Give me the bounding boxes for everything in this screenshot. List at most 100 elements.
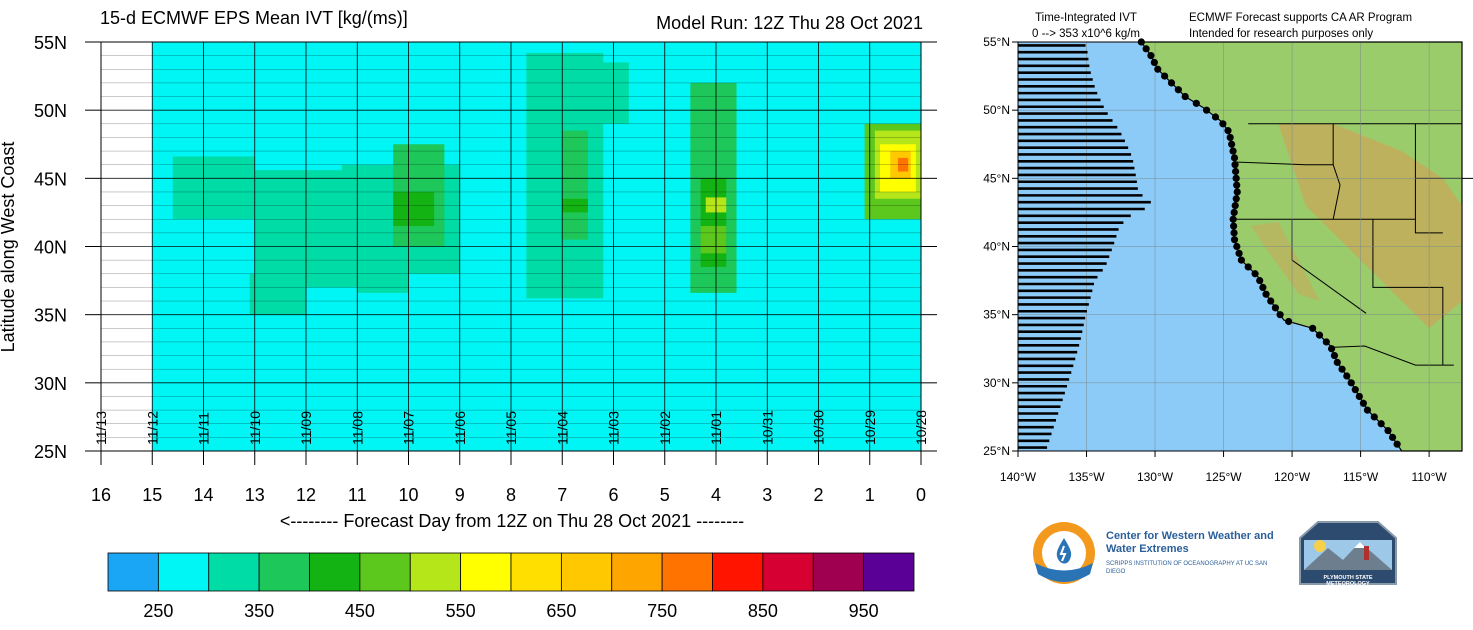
y-tick-label: 45N (34, 169, 67, 189)
colorbar-swatch (863, 552, 915, 592)
date-label: 11/02 (657, 411, 673, 445)
coast-sample-point (1315, 331, 1324, 339)
model-run-label: Model Run: 12Z Thu 28 Oct 2021 (656, 13, 923, 33)
y-tick-label: 25N (34, 442, 67, 462)
colorbar-swatch (359, 552, 411, 592)
state-border (1330, 345, 1454, 366)
coast-sample-point (1237, 256, 1245, 264)
coast-sample-point (1174, 86, 1182, 94)
ivt-feature-3 (864, 123, 921, 220)
date-label: 11/09 (298, 411, 314, 445)
coast-sample-point (1229, 215, 1237, 223)
coast-sample-point (1251, 270, 1259, 278)
date-label: 11/10 (247, 411, 263, 445)
x-tick-label: 3 (762, 485, 772, 505)
colorbar-swatch (510, 552, 562, 592)
coast-sample-point (1355, 392, 1363, 401)
state-border (1414, 123, 1443, 234)
coast-sample-point (1211, 113, 1220, 121)
plymouth-emblem-icon (1299, 521, 1397, 585)
ivt-cell (700, 226, 727, 254)
colorbar-label: 250 (143, 601, 173, 621)
cw3e-name: Center for Western Weather and Water Ext… (1106, 530, 1274, 555)
coast-sample-point (1271, 304, 1280, 312)
y-axis-label: Latitude along West Coast (0, 142, 18, 353)
coast-sample-point (1338, 365, 1346, 373)
x-tick-label: 2 (813, 485, 823, 505)
cw3e-emblem-icon (1033, 522, 1095, 584)
coast-sample-point (1231, 161, 1239, 169)
colorbar-swatch (409, 552, 462, 592)
colorbar-swatch (157, 552, 210, 592)
map-lon-label: 135°W (1068, 470, 1105, 484)
coast-sample-point (1219, 120, 1227, 128)
coast-sample-point (1333, 358, 1341, 366)
coast-sample-point (1142, 45, 1150, 53)
coast-sample-point (1384, 426, 1392, 435)
colorbar-swatch (611, 552, 663, 592)
coast-sample-point (1230, 154, 1239, 162)
coast-sample-point (1154, 65, 1162, 73)
map-lon-label: 120°W (1274, 470, 1311, 484)
sierra-highlands (1250, 221, 1320, 302)
date-label: 10/30 (811, 410, 827, 445)
coast-sample-point (1285, 317, 1293, 326)
coast-sample-point (1351, 386, 1359, 394)
coast-sample-point (1267, 297, 1275, 305)
state-border (1332, 164, 1341, 220)
coast-sample-point (1226, 133, 1234, 142)
x-axis-label: <-------- Forecast Day from 12Z on Thu 2… (280, 511, 744, 531)
coast-sample-point (1256, 276, 1264, 285)
colorbar-swatch (812, 552, 865, 592)
x-tick-label: 5 (660, 485, 670, 505)
x-tick-label: 6 (608, 485, 618, 505)
coast-sample-point (1224, 127, 1232, 135)
coast-sample-point (1359, 399, 1367, 407)
colorbar-label: 750 (647, 601, 677, 621)
map-body: 55°N 50°N 45°N 40°N 35°N 30°N 25°N 140°W 135°W 13… (983, 35, 1473, 484)
coast-sample-point (1347, 379, 1355, 387)
date-label: 11/03 (606, 411, 622, 445)
coast-sample-point (1232, 174, 1240, 182)
coast-sample-point (1233, 188, 1241, 196)
x-tick-label: 16 (91, 485, 111, 505)
ivt-cell (562, 130, 588, 240)
colorbar-swatch (107, 552, 159, 592)
coast-sample-point (1230, 222, 1238, 230)
colorbar-label: 850 (748, 601, 778, 621)
date-label: 11/06 (452, 411, 468, 445)
date-label: 11/07 (401, 411, 417, 445)
x-tick-label: 8 (506, 485, 516, 505)
coast-sample-point (1235, 249, 1243, 257)
ivt-hovmoller-chart: 15-d ECMWF EPS Mean IVT [kg/(ms)] Model … (0, 8, 937, 621)
coast-sample-point (1393, 440, 1401, 448)
x-tick-label: 9 (455, 485, 465, 505)
coast-sample-point (1276, 311, 1284, 319)
plymouth-name: PLYMOUTH STATE METEOROLOGY (1323, 575, 1373, 587)
map-lon-label: 110°W (1411, 470, 1447, 484)
date-label: 11/11 (196, 412, 212, 445)
ivt-cell (700, 178, 727, 267)
coast-sample-point (1327, 345, 1336, 353)
date-label: 11/01 (708, 411, 724, 445)
coast-sample-point (1161, 72, 1169, 80)
date-label: 11/05 (503, 411, 519, 445)
x-tick-label: 1 (865, 485, 875, 505)
ivt-cell (172, 156, 255, 220)
x-tick-label: 14 (193, 485, 213, 505)
x-tick-label: 15 (142, 485, 162, 505)
plot-frame (100, 41, 922, 452)
coast-sample-point (1230, 229, 1238, 237)
map-lon-label: 130°W (1137, 470, 1174, 484)
colorbar-swatch (258, 552, 310, 592)
highlands (1278, 123, 1462, 329)
coast-sample-point (1181, 92, 1189, 101)
coast-sample-point (1244, 263, 1252, 271)
state-border (1234, 123, 1334, 166)
x-tick-label: 13 (245, 485, 265, 505)
x-tick-label: 7 (557, 485, 567, 505)
coast-sample-point (1147, 52, 1155, 60)
y-tick-label: 35N (34, 306, 67, 326)
map-note-line2: Intended for research purposes only (1189, 28, 1373, 40)
coast-sample-point (1233, 242, 1241, 251)
